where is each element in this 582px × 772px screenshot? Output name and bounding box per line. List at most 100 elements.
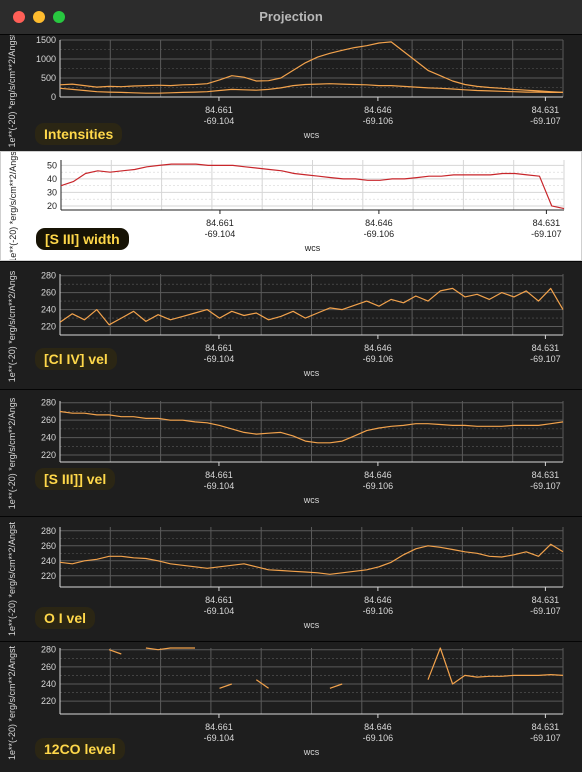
x-axis-label: wcs [303,130,320,140]
plot-panel[interactable]: 220 240 260 280 84.661 -69.104 84.646 -69.106 84… [0,261,582,390]
x-tick-label-dec: -69.107 [530,606,561,616]
minimize-button[interactable] [33,11,45,23]
y-tick-label: 40 [47,174,57,184]
x-axis-label: wcs [303,368,320,378]
chart-svg[interactable]: 220 240 260 280 84.661-69.104 84.646-69.106 84… [0,390,582,517]
y-tick-label: 220 [41,450,56,460]
x-tick-label-ra: 84.646 [364,722,392,732]
chart-svg[interactable]: 0 500 1000 1500 84.661-69.104 84.646-69.106 84… [0,35,582,152]
window-title: Projection [259,9,323,24]
x-tick-label-ra: 84.631 [532,470,560,480]
x-tick-label-ra: 84.661 [205,105,233,115]
x-tick-label-ra: 84.631 [532,595,560,605]
x-tick-label-ra: 84.631 [532,105,560,115]
x-tick-label-dec: -69.106 [363,733,394,743]
x-tick-label-dec: -69.106 [363,606,394,616]
x-tick-label-ra: 84.631 [532,722,560,732]
y-tick-label: 220 [41,571,56,581]
x-tick-label-ra: 84.646 [364,343,392,353]
x-tick-label-ra: 84.661 [205,470,233,480]
x-tick-label-dec: -69.104 [204,481,235,491]
x-axis-label: wcs [304,243,321,253]
y-tick-label: 260 [41,415,56,425]
plot-label: [S III] width [36,228,129,250]
y-tick-label: 280 [41,645,56,655]
chart-svg[interactable]: 220 240 260 280 84.661-69.104 84.646-69.106 84… [0,517,582,642]
y-tick-label: 280 [41,398,56,408]
x-tick-label-dec: -69.106 [363,116,394,126]
plot-label: [Cl IV] vel [35,348,117,370]
x-tick-label-dec: -69.106 [363,354,394,364]
y-tick-label: 500 [41,73,56,83]
y-axis-label: 1e**(-20) *erg/s/cm**2/Angst [7,35,17,148]
chart-svg[interactable]: 220 240 260 280 84.661-69.104 84.646-69.106 84… [0,642,582,772]
y-tick-label: 260 [41,662,56,672]
x-axis-label: wcs [303,495,320,505]
x-axis-label: wcs [303,747,320,757]
x-tick-label-ra: 84.646 [364,595,392,605]
y-axis-label: 1e**(-20) *erg/s/cm**2/Angs [7,397,17,509]
x-tick-label-dec: -69.107 [530,481,561,491]
x-tick-label-ra: 84.631 [533,218,561,228]
plot-label: [S III]] vel [35,468,116,490]
chart-svg[interactable]: 220 240 260 280 84.661-69.104 84.646-69.106 84… [0,262,582,390]
close-button[interactable] [13,11,25,23]
x-tick-label-ra: 84.661 [205,343,233,353]
plot-label: Intensities [35,123,123,145]
y-tick-label: 240 [41,556,56,566]
x-axis-label: wcs [303,620,320,630]
x-tick-label-dec: -69.104 [204,354,235,364]
y-tick-label: 260 [41,541,56,551]
series-line [108,647,564,689]
y-tick-label: 240 [41,433,56,443]
y-tick-label: 280 [41,271,56,281]
x-tick-label-dec: -69.107 [530,354,561,364]
x-tick-label-ra: 84.661 [205,722,233,732]
plot-label: O I vel [35,607,96,629]
chart-svg[interactable]: 20 30 40 50 84.661-69.104 84.646-69.106 84.631… [1,152,582,261]
y-tick-label: 1500 [36,35,56,45]
title-bar: Projection [0,0,582,35]
series-line [59,41,564,93]
y-tick-label: 1000 [36,54,56,64]
y-tick-label: 240 [41,679,56,689]
x-tick-label-ra: 84.631 [532,343,560,353]
x-tick-label-ra: 84.661 [206,218,234,228]
plot-panel[interactable]: 20 30 40 50 84.661 -69.104 84.646 -69.106 84.631… [0,151,582,261]
plot-panel[interactable]: 220 240 260 280 84.661 -69.104 84.646 -69.106 84… [0,641,582,772]
y-tick-label: 30 [47,187,57,197]
x-tick-label-dec: -69.107 [530,116,561,126]
y-axis-label: 1e**(-20) *erg/s/cm**2/Angs [7,270,17,382]
y-tick-label: 220 [41,322,56,332]
plot-panel[interactable]: 220 240 260 280 84.661 -69.104 84.646 -69.106 84… [0,516,582,642]
x-tick-label-dec: -69.104 [204,733,235,743]
series-line [59,287,564,326]
x-tick-label-dec: -69.104 [205,229,236,239]
y-axis-label: 1e**(-20) *erg/s/cm**2/Angst [7,521,17,636]
y-tick-label: 280 [41,526,56,536]
x-tick-label-ra: 84.646 [365,218,393,228]
y-tick-label: 240 [41,305,56,315]
maximize-button[interactable] [53,11,65,23]
x-tick-label-dec: -69.107 [530,733,561,743]
y-tick-label: 0 [51,92,56,102]
x-tick-label-dec: -69.106 [363,481,394,491]
x-tick-label-dec: -69.107 [531,229,562,239]
series-line [60,163,565,210]
y-axis-label: 1e**(-20) *erg/s/cm**2/Angst [7,645,17,760]
plot-panel[interactable]: 0 500 1000 1500 84.661 -69.104 84.646 -69.106 84… [0,34,582,152]
series-line [59,410,564,444]
series-line [59,83,563,94]
series-line [59,543,564,575]
x-tick-label-dec: -69.104 [204,606,235,616]
x-tick-label-dec: -69.104 [204,116,235,126]
y-tick-label: 50 [47,160,57,170]
y-axis-label: 1e**(-20) *erg/s/cm**2/Angs [8,152,18,261]
y-tick-label: 20 [47,201,57,211]
plot-panel[interactable]: 220 240 260 280 84.661 -69.104 84.646 -69.106 84… [0,389,582,517]
x-tick-label-dec: -69.106 [364,229,395,239]
plot-label: 12CO level [35,738,125,760]
x-tick-label-ra: 84.646 [364,470,392,480]
x-tick-label-ra: 84.661 [205,595,233,605]
y-tick-label: 220 [41,696,56,706]
